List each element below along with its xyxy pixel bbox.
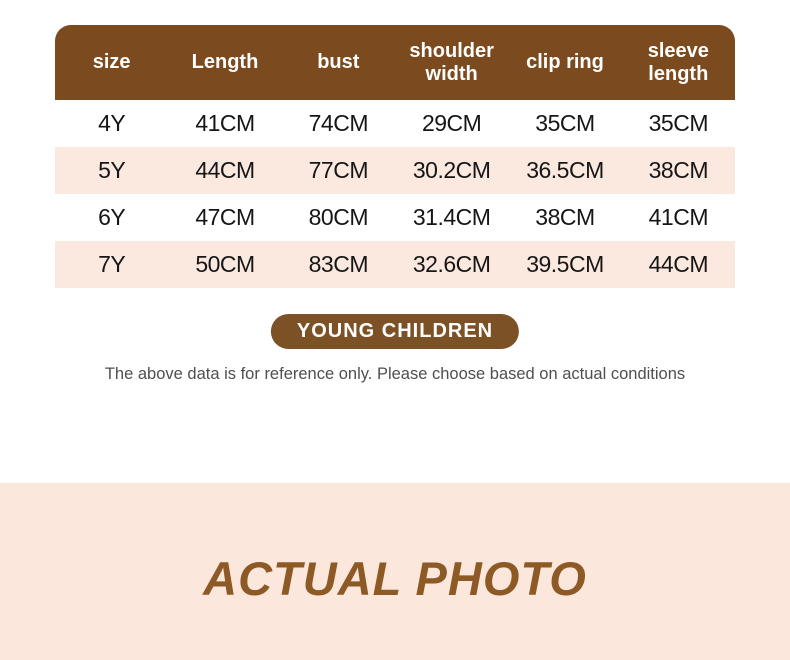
table-row-6y: 6Y 47CM 80CM 31.4CM 38CM 41CM	[55, 194, 735, 241]
header-cell-clip-ring: clip ring	[526, 51, 604, 73]
table-cell: 35CM	[648, 110, 709, 136]
table-cell: 30.2CM	[412, 157, 491, 183]
table-cell: 41CM	[648, 204, 709, 230]
size-chart-table: size Length bust shoulder width clip rin…	[55, 25, 735, 288]
table-row-7y: 7Y 50CM 83CM 32.6CM 39.5CM 44CM	[55, 241, 735, 288]
header-cell-shoulder-width: shoulder width	[409, 39, 494, 85]
table-row-5y: 5Y 44CM 77CM 30.2CM 36.5CM 38CM	[55, 147, 735, 194]
table-cell: 5Y	[98, 157, 126, 183]
table-cell: 32.6CM	[412, 251, 491, 277]
table-cell: 38CM	[535, 204, 595, 230]
table-cell: 47CM	[195, 204, 255, 230]
table-cell: 35CM	[535, 110, 595, 136]
young-children-badge: YOUNG CHILDREN	[270, 314, 520, 349]
header-cell-length: Length	[191, 51, 259, 73]
table-cell: 77CM	[308, 157, 369, 183]
table-row-4y: 4Y 41CM 74CM 29CM 35CM 35CM	[55, 100, 735, 147]
table-cell: 80CM	[308, 204, 369, 230]
reference-note: The above data is for reference only. Pl…	[104, 365, 686, 383]
table-cell: 6Y	[98, 204, 126, 230]
actual-photo-banner: ACTUAL PHOTO	[0, 483, 790, 660]
header-cell-size: size	[92, 51, 131, 73]
table-cell: 39.5CM	[526, 251, 604, 277]
table-cell: 83CM	[308, 251, 369, 277]
table-cell: 29CM	[421, 110, 482, 136]
table-cell: 31.4CM	[412, 204, 491, 230]
header-cell-bust: bust	[317, 51, 360, 73]
table-cell: 7Y	[98, 251, 126, 277]
table-cell: 50CM	[195, 251, 255, 277]
table-cell: 38CM	[648, 157, 709, 183]
table-cell: 36.5CM	[526, 157, 604, 183]
table-cell: 44CM	[195, 157, 255, 183]
header-cell-sleeve-length: sleeve length	[647, 39, 709, 85]
table-cell: 4Y	[98, 110, 126, 136]
table-cell: 74CM	[308, 110, 369, 136]
actual-photo-title: ACTUAL PHOTO	[203, 552, 587, 605]
table-header-row: size Length bust shoulder width clip rin…	[55, 25, 735, 100]
table-cell: 44CM	[648, 251, 709, 277]
table-cell: 41CM	[195, 110, 255, 136]
